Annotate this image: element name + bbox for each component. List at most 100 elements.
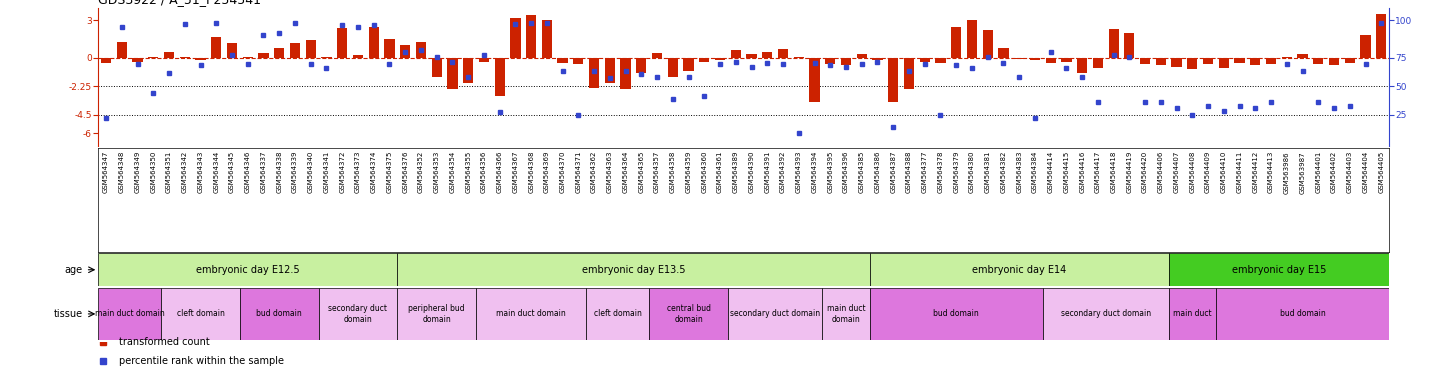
- Bar: [479, 58, 490, 62]
- Text: GSM564360: GSM564360: [702, 151, 708, 194]
- Text: GSM564417: GSM564417: [1095, 151, 1100, 193]
- Bar: [856, 54, 866, 58]
- Bar: [1297, 54, 1308, 58]
- Text: percentile rank within the sample: percentile rank within the sample: [118, 356, 284, 366]
- Bar: [400, 45, 410, 58]
- Text: GSM564405: GSM564405: [1378, 151, 1385, 193]
- Text: GSM564373: GSM564373: [355, 151, 361, 194]
- Bar: [1043, 288, 1168, 340]
- Bar: [227, 43, 237, 58]
- Text: GSM564386: GSM564386: [875, 151, 881, 194]
- Bar: [586, 288, 650, 340]
- Text: GSM564374: GSM564374: [371, 151, 377, 193]
- Bar: [368, 26, 378, 58]
- Text: GSM564406: GSM564406: [1158, 151, 1164, 193]
- Text: GSM564365: GSM564365: [638, 151, 644, 193]
- Bar: [477, 288, 586, 340]
- Bar: [510, 18, 520, 58]
- Text: embryonic day E14: embryonic day E14: [972, 265, 1066, 275]
- Text: GSM563986: GSM563986: [1284, 151, 1289, 194]
- Bar: [211, 36, 221, 58]
- Text: GSM564416: GSM564416: [1079, 151, 1084, 193]
- Text: GSM563987: GSM563987: [1300, 151, 1305, 194]
- Bar: [589, 58, 599, 88]
- Bar: [1155, 58, 1165, 66]
- Text: GSM564403: GSM564403: [1347, 151, 1353, 193]
- Text: GSM564396: GSM564396: [843, 151, 849, 194]
- Text: main duct: main duct: [1173, 310, 1212, 318]
- Text: secondary duct
domain: secondary duct domain: [328, 304, 387, 324]
- Bar: [605, 58, 615, 83]
- Text: GSM564380: GSM564380: [969, 151, 975, 194]
- Bar: [1235, 58, 1245, 63]
- Bar: [240, 288, 319, 340]
- Text: GSM564376: GSM564376: [403, 151, 409, 194]
- Bar: [794, 57, 804, 58]
- Text: GSM564347: GSM564347: [103, 151, 110, 193]
- Bar: [319, 288, 397, 340]
- Bar: [667, 58, 677, 77]
- Text: GSM564420: GSM564420: [1142, 151, 1148, 193]
- Bar: [869, 253, 1168, 286]
- Bar: [243, 57, 253, 58]
- Text: GSM564359: GSM564359: [686, 151, 692, 193]
- Bar: [731, 50, 741, 58]
- Text: GSM564378: GSM564378: [937, 151, 943, 194]
- Text: age: age: [65, 265, 82, 275]
- Bar: [998, 48, 1008, 58]
- Bar: [573, 58, 583, 64]
- Text: GSM564385: GSM564385: [859, 151, 865, 193]
- Text: GSM564395: GSM564395: [827, 151, 833, 193]
- Text: GSM564415: GSM564415: [1063, 151, 1070, 193]
- Bar: [762, 52, 773, 58]
- Text: GSM564388: GSM564388: [905, 151, 913, 194]
- Bar: [699, 58, 709, 62]
- Bar: [1203, 58, 1213, 64]
- Text: GSM564339: GSM564339: [292, 151, 297, 194]
- Bar: [840, 58, 851, 66]
- Bar: [162, 288, 240, 340]
- Bar: [384, 39, 394, 58]
- Bar: [621, 58, 631, 89]
- Bar: [526, 15, 536, 58]
- Text: main duct domain: main duct domain: [497, 310, 566, 318]
- Text: GSM564349: GSM564349: [134, 151, 140, 193]
- Bar: [1014, 58, 1024, 59]
- Bar: [290, 43, 300, 58]
- Text: GSM564355: GSM564355: [465, 151, 471, 193]
- Text: GSM564407: GSM564407: [1174, 151, 1180, 193]
- Bar: [1187, 58, 1197, 69]
- Text: GSM564356: GSM564356: [481, 151, 487, 193]
- Bar: [637, 58, 647, 73]
- Text: bud domain: bud domain: [257, 310, 302, 318]
- Bar: [651, 53, 663, 58]
- Text: transformed count: transformed count: [118, 337, 209, 347]
- Text: GSM564409: GSM564409: [1206, 151, 1212, 193]
- Bar: [306, 40, 316, 58]
- Text: GSM564342: GSM564342: [182, 151, 188, 193]
- Text: peripheral bud
domain: peripheral bud domain: [409, 304, 465, 324]
- Text: GSM564372: GSM564372: [339, 151, 345, 193]
- Bar: [416, 41, 426, 58]
- Bar: [322, 57, 332, 58]
- Text: GSM564377: GSM564377: [921, 151, 927, 194]
- Text: main duct
domain: main duct domain: [826, 304, 865, 324]
- Text: secondary duct domain: secondary duct domain: [1061, 310, 1151, 318]
- Bar: [1282, 57, 1292, 58]
- Text: GSM564354: GSM564354: [449, 151, 455, 193]
- Bar: [1376, 14, 1386, 58]
- Text: GSM564410: GSM564410: [1220, 151, 1227, 193]
- Text: GSM564337: GSM564337: [260, 151, 267, 194]
- Text: GSM564384: GSM564384: [1032, 151, 1038, 193]
- Text: GSM564369: GSM564369: [544, 151, 550, 194]
- Text: GSM564367: GSM564367: [513, 151, 518, 194]
- Text: GSM564411: GSM564411: [1236, 151, 1243, 193]
- Bar: [1360, 35, 1370, 58]
- Bar: [982, 30, 993, 58]
- Bar: [352, 55, 362, 58]
- Text: GSM564362: GSM564362: [591, 151, 598, 193]
- Text: GSM564348: GSM564348: [118, 151, 124, 193]
- Text: GSM564394: GSM564394: [812, 151, 817, 193]
- Text: GSM564392: GSM564392: [780, 151, 786, 193]
- Bar: [650, 288, 728, 340]
